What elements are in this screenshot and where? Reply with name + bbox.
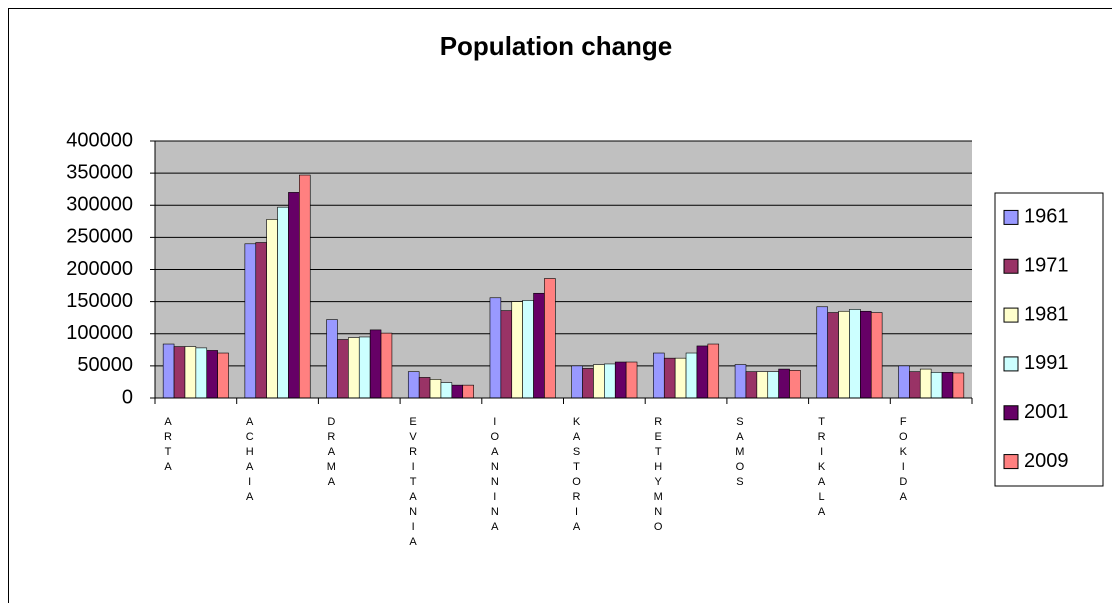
legend-label: 1981 xyxy=(1024,303,1069,325)
bar xyxy=(266,219,278,399)
legend-swatch xyxy=(1003,405,1019,421)
bar xyxy=(489,297,502,399)
bar xyxy=(734,364,747,399)
bar xyxy=(952,372,965,399)
bar xyxy=(930,371,943,399)
bar xyxy=(277,206,289,399)
bar xyxy=(870,312,883,399)
bar xyxy=(217,352,229,399)
legend-label: 1991 xyxy=(1024,352,1069,374)
y-tick-label: 100000 xyxy=(66,322,133,344)
legend-label: 1971 xyxy=(1024,255,1069,277)
y-tick-label: 250000 xyxy=(66,226,133,248)
bar xyxy=(789,370,801,399)
bar xyxy=(255,242,267,399)
legend-swatch xyxy=(1003,307,1019,323)
bar xyxy=(816,306,828,399)
y-tick-label: 150000 xyxy=(66,290,133,312)
legend-box xyxy=(994,192,1104,487)
bar xyxy=(756,371,769,399)
bar xyxy=(418,377,431,399)
bar xyxy=(849,309,861,399)
x-tick-label: DRAMA xyxy=(325,416,337,491)
legend-label: 2001 xyxy=(1024,401,1069,423)
bar xyxy=(511,301,523,399)
legend-swatch xyxy=(1003,258,1019,274)
bar xyxy=(663,357,676,399)
legend-label: 2009 xyxy=(1024,450,1069,472)
bar xyxy=(674,357,687,399)
bar xyxy=(173,346,186,399)
bar xyxy=(838,310,850,399)
bar xyxy=(533,292,545,399)
bar xyxy=(827,312,839,399)
bar xyxy=(593,364,605,399)
x-tick-label: FOKIDA xyxy=(897,416,909,506)
bar xyxy=(941,371,954,399)
bar xyxy=(778,368,790,399)
x-tick-label: EVRITANIA xyxy=(407,416,419,551)
legend-swatch xyxy=(1003,209,1019,225)
bar xyxy=(919,368,932,399)
bar xyxy=(407,371,420,399)
bar xyxy=(206,350,218,399)
legend-label: 1961 xyxy=(1024,206,1069,228)
x-tick-label: IOANNINA xyxy=(489,416,501,536)
legend-swatch xyxy=(1003,356,1019,372)
bar xyxy=(745,371,758,399)
bar xyxy=(299,174,311,399)
bar xyxy=(326,319,338,399)
bar xyxy=(767,371,779,399)
x-tick-label: TRIKALA xyxy=(816,416,828,521)
bar xyxy=(380,332,393,399)
bar xyxy=(440,382,453,399)
bar xyxy=(337,339,349,399)
bar xyxy=(614,361,627,399)
y-tick-label: 400000 xyxy=(66,129,133,151)
bar xyxy=(462,384,474,399)
bar xyxy=(162,343,175,399)
bar xyxy=(707,343,720,399)
bar xyxy=(348,337,360,399)
y-tick-label: 50000 xyxy=(77,354,133,376)
bar xyxy=(625,361,638,399)
y-tick-label: 300000 xyxy=(66,194,133,216)
bar xyxy=(582,368,594,399)
bar xyxy=(522,300,534,399)
bar xyxy=(244,243,257,399)
y-tick-label: 350000 xyxy=(66,161,133,183)
x-tick-label: KASTORIA xyxy=(571,416,583,536)
bar xyxy=(696,345,709,399)
x-tick-label: ARTA xyxy=(162,416,174,476)
y-tick-label: 0 xyxy=(122,386,133,408)
bar xyxy=(604,363,616,399)
x-tick-label: RETHYMNO xyxy=(652,416,664,536)
y-tick-label: 200000 xyxy=(66,258,133,280)
bar xyxy=(184,346,197,399)
bar xyxy=(571,365,583,399)
bar xyxy=(429,379,442,399)
bar xyxy=(685,352,698,399)
x-tick-label: SAMOS xyxy=(734,416,746,491)
bar xyxy=(288,192,300,399)
bar xyxy=(544,278,556,399)
chart-title: Population change xyxy=(440,31,673,61)
bar xyxy=(653,352,665,399)
bar xyxy=(195,347,208,399)
legend-swatch xyxy=(1003,454,1019,470)
bar xyxy=(500,310,513,399)
bar xyxy=(909,371,921,399)
bar xyxy=(898,365,910,399)
bar xyxy=(358,336,371,399)
bar xyxy=(860,310,872,399)
bar xyxy=(451,384,464,399)
bar xyxy=(369,329,382,399)
x-tick-label: ACHAIA xyxy=(244,416,256,506)
